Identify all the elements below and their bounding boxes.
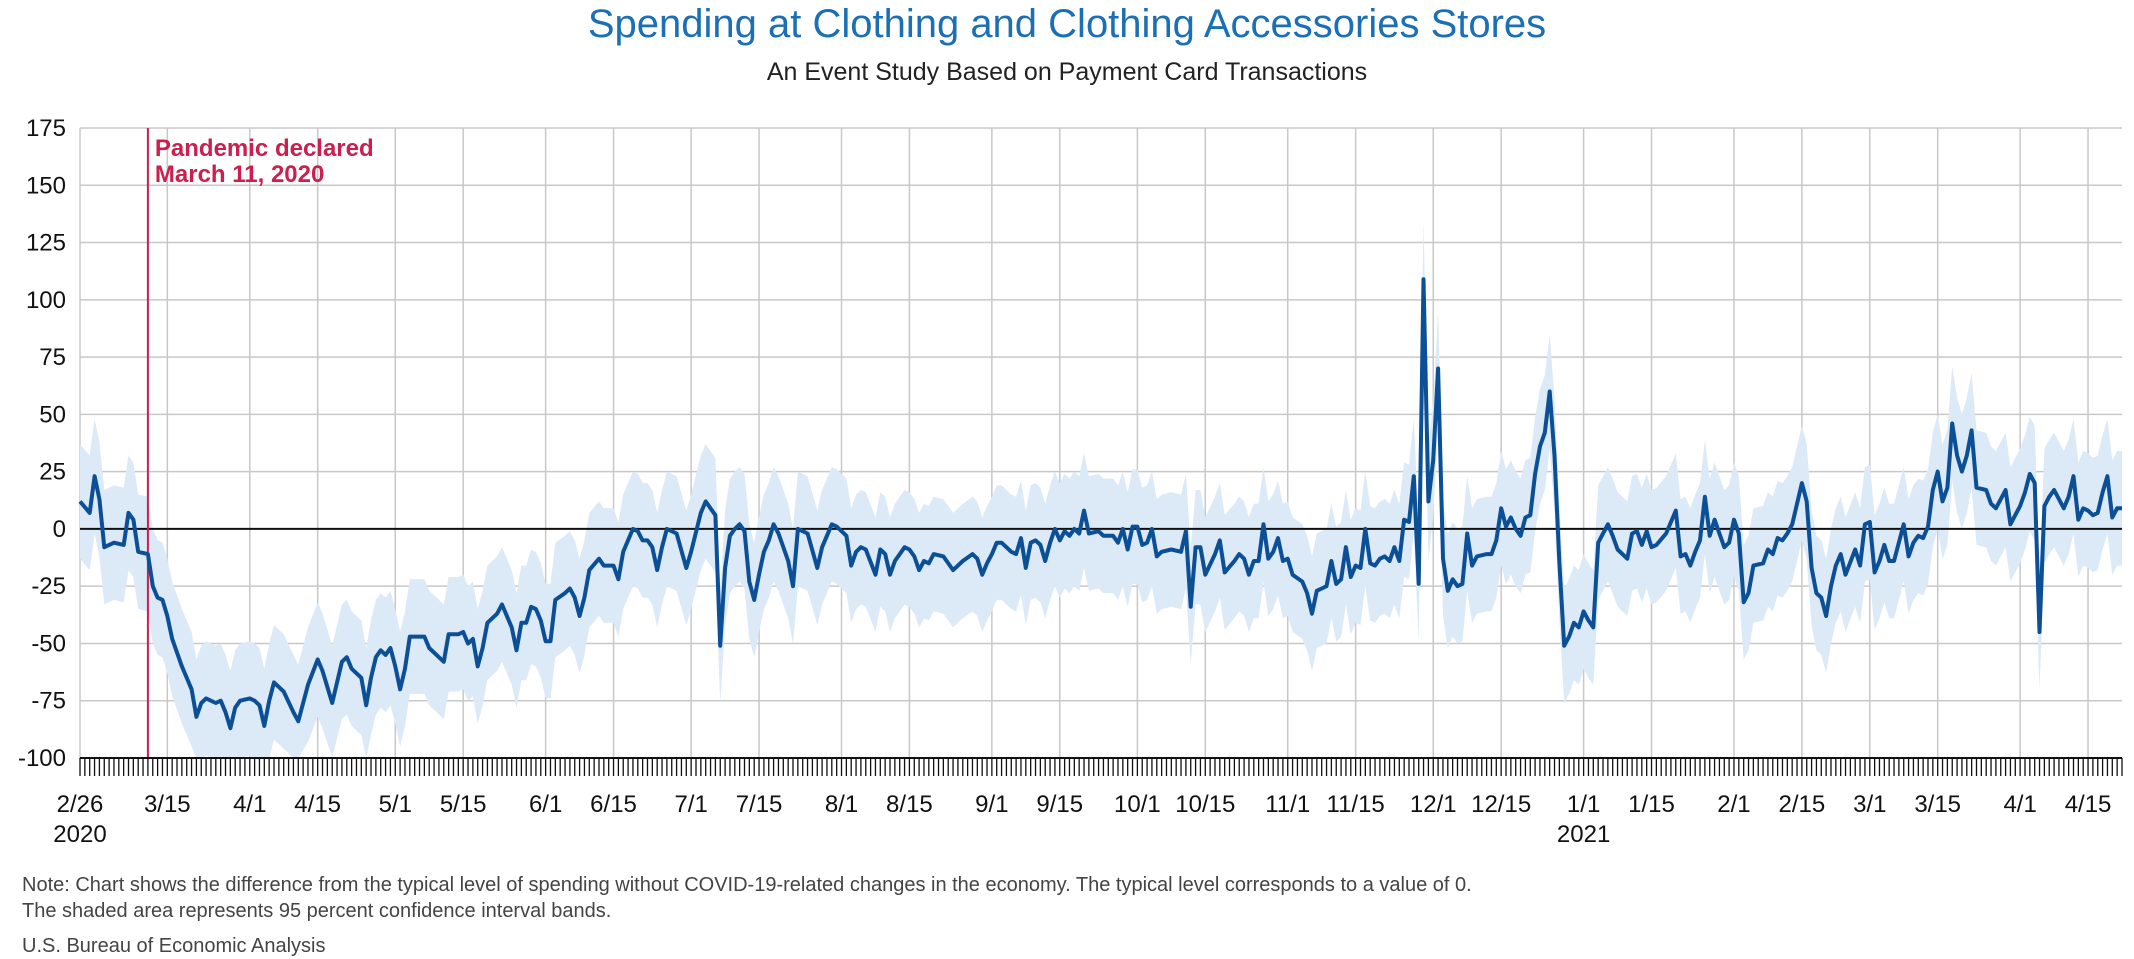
y-tick-label: -75	[31, 688, 66, 715]
x-tick-label: 12/1	[1410, 791, 1457, 818]
annotation-line-1: Pandemic declared	[155, 135, 374, 162]
y-tick-label: -100	[18, 745, 66, 772]
x-tick-label: 2/26	[57, 791, 104, 818]
x-tick-label: 5/15	[440, 791, 487, 818]
spending-series-line	[78, 277, 2122, 731]
y-tick-label: 0	[53, 516, 66, 543]
y-tick-label: 50	[39, 401, 66, 428]
x-tick-label: 4/1	[2003, 791, 2036, 818]
x-tick-label: 11/1	[1265, 791, 1310, 818]
x-tick-label: 1/1	[1567, 791, 1600, 818]
y-tick-label: 125	[26, 230, 66, 257]
x-tick-label: 9/1	[975, 791, 1008, 818]
x-axis: 2/26 2020 3/15 4/1 4/15 5/1 5/15 6/1 6/15 7/1 7/15…	[53, 757, 2123, 848]
line-chart: Pandemic declared March 11, 2020 -100 -75…	[18, 115, 2123, 848]
note-line-2: The shaded area represents 95 percent co…	[22, 900, 612, 922]
x-tick-label: 10/15	[1175, 791, 1235, 818]
x-tick-label: 8/1	[825, 791, 858, 818]
source-credit: U.S. Bureau of Economic Analysis	[22, 935, 326, 957]
x-tick-label: 4/15	[2065, 791, 2112, 818]
x-tick-label: 12/15	[1471, 791, 1531, 818]
y-axis-ticks: -100 -75 -50 -25 0 25 50 75 100 125 150 175	[18, 115, 66, 772]
confidence-interval-band	[80, 221, 2122, 758]
y-tick-label: 175	[26, 115, 66, 142]
y-tick-label: -25	[31, 573, 66, 600]
x-year-label: 2020	[53, 821, 106, 848]
y-tick-label: 100	[26, 287, 66, 314]
pandemic-annotation: Pandemic declared March 11, 2020	[146, 128, 374, 758]
note-line-1: Note: Chart shows the difference from th…	[22, 874, 1472, 896]
x-tick-label: 3/15	[1914, 791, 1961, 818]
x-tick-label: 7/1	[674, 791, 707, 818]
x-tick-label: 5/1	[379, 791, 412, 818]
x-tick-label: 8/15	[886, 791, 933, 818]
x-tick-label: 3/1	[1853, 791, 1886, 818]
x-tick-label: 7/15	[736, 791, 783, 818]
x-tick-label: 2/15	[1779, 791, 1826, 818]
chart-subtitle: An Event Study Based on Payment Card Tra…	[766, 58, 1368, 86]
y-tick-label: 150	[26, 172, 66, 199]
y-tick-label: -50	[31, 630, 66, 657]
x-tick-label: 3/15	[144, 791, 191, 818]
x-tick-label: 6/1	[529, 791, 562, 818]
x-tick-label: 6/15	[590, 791, 637, 818]
annotation-line-2: March 11, 2020	[155, 161, 324, 188]
x-tick-label: 9/15	[1036, 791, 1083, 818]
x-tick-label: 4/15	[294, 791, 341, 818]
x-year-label: 2021	[1557, 821, 1610, 848]
x-tick-label: 11/15	[1327, 791, 1385, 818]
y-tick-label: 75	[39, 344, 66, 371]
x-day-ticks	[79, 758, 2123, 776]
y-tick-label: 25	[39, 459, 66, 486]
chart-note: Note: Chart shows the difference from th…	[22, 872, 1472, 924]
x-tick-label: 2/1	[1717, 791, 1750, 818]
x-tick-label: 4/1	[233, 791, 266, 818]
chart-title: Spending at Clothing and Clothing Access…	[587, 2, 1547, 46]
x-tick-label: 10/1	[1114, 791, 1161, 818]
x-tick-label: 1/15	[1628, 791, 1675, 818]
